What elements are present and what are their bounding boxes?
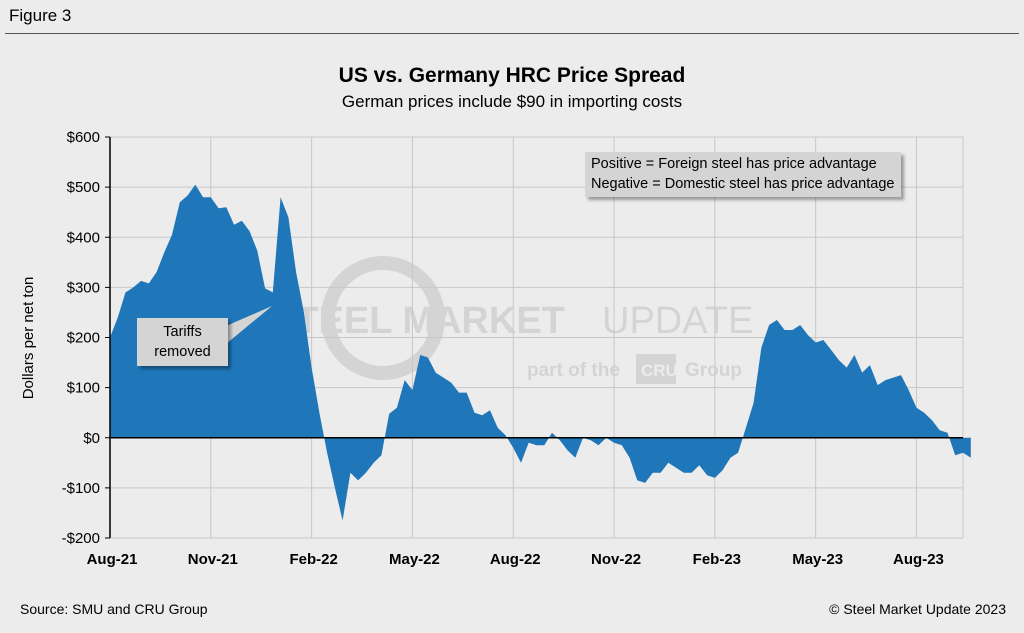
- y-tick-labels: $600 $500 $400 $300 $200 $100 $0 -$100 -$200: [62, 129, 100, 547]
- axes: [105, 136, 963, 539]
- watermark-logo-text: CRU: [641, 361, 678, 380]
- watermark-tag-prefix: part of the: [527, 360, 620, 381]
- grid-lines: [109, 136, 964, 539]
- x-tick-label: Feb-23: [693, 551, 741, 568]
- source-note: Source: SMU and CRU Group: [20, 601, 208, 617]
- y-tick-label: $300: [67, 279, 100, 296]
- y-axis-label: Dollars per net ton: [20, 277, 37, 400]
- x-tick-label: Aug-21: [87, 551, 138, 568]
- x-tick-label: May-23: [792, 551, 843, 568]
- watermark-name-light: UPDATE: [602, 300, 753, 342]
- watermark-swoosh-icon: [321, 256, 445, 380]
- callout-line-2: removed: [154, 344, 211, 360]
- y-tick-label: $600: [67, 129, 100, 146]
- y-tick-label: $0: [83, 430, 100, 447]
- x-tick-label: Nov-22: [591, 551, 641, 568]
- figure-label: Figure 3: [9, 6, 72, 25]
- x-tick-label: May-22: [389, 551, 440, 568]
- tariffs-callout: Tariffs removed: [137, 318, 228, 366]
- area-series-fill: [110, 184, 971, 521]
- y-tick-label: $500: [67, 179, 100, 196]
- y-tick-label: $100: [67, 380, 100, 397]
- area-series: [110, 184, 971, 521]
- x-tick-labels: Aug-21 Nov-21 Feb-22 May-22 Aug-22 Nov-22 Feb-…: [87, 551, 944, 568]
- x-tick-label: Nov-21: [188, 551, 238, 568]
- watermark: STEEL MARKET UPDATE part of the CRU Grou…: [270, 256, 753, 384]
- legend-line-positive: Positive = Foreign steel has price advan…: [591, 156, 877, 172]
- y-tick-label: $200: [67, 330, 100, 347]
- legend-line-negative: Negative = Domestic steel has price adva…: [591, 176, 895, 192]
- watermark-name-bold: STEEL MARKET: [270, 300, 565, 342]
- x-tick-label: Aug-22: [490, 551, 541, 568]
- x-tick-label: Feb-22: [289, 551, 337, 568]
- chart-title: US vs. Germany HRC Price Spread: [338, 64, 686, 87]
- callout-pointer: [226, 306, 272, 344]
- copyright-note: © Steel Market Update 2023: [829, 601, 1006, 617]
- y-tick-label: $400: [67, 229, 100, 246]
- x-tick-label: Aug-23: [893, 551, 944, 568]
- top-divider: [5, 33, 1019, 34]
- watermark-tag-suffix: Group: [685, 360, 742, 381]
- y-tick-label: -$100: [62, 480, 100, 497]
- callout-line-1: Tariffs: [163, 324, 202, 340]
- legend-box: Positive = Foreign steel has price advan…: [585, 152, 902, 197]
- watermark-logo-box: [636, 354, 676, 384]
- chart-subtitle: German prices include $90 in importing c…: [341, 92, 683, 111]
- y-tick-label: -$200: [62, 530, 100, 547]
